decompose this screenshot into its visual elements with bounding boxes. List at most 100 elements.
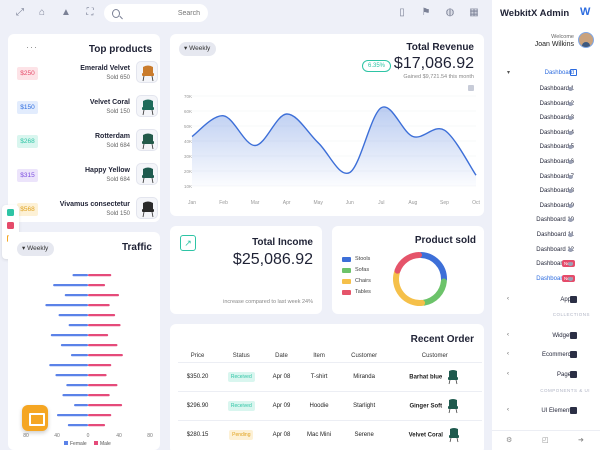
- table-header[interactable]: Status: [232, 352, 250, 359]
- nav-dashboard-label: Dashboard: [544, 70, 574, 76]
- traffic-weekly-dropdown[interactable]: ▾ Weekly: [17, 242, 55, 256]
- sidebar-item-dashboard[interactable]: Dashboard 5: [492, 141, 600, 154]
- sidebar-item-dashboard[interactable]: Dashboard 12: [492, 244, 600, 257]
- settings-icon[interactable]: ⚙: [506, 437, 513, 444]
- traffic-bar-female: [58, 314, 88, 317]
- product-row[interactable]: $568 Vivamus consectetur Sold 150: [8, 194, 168, 224]
- traffic-bar-female: [53, 284, 88, 287]
- floating-action-button[interactable]: [22, 405, 48, 431]
- avatar[interactable]: [578, 32, 594, 48]
- grid-icon[interactable]: ▦: [469, 7, 479, 18]
- section-label: COLLECTIONS: [552, 312, 590, 317]
- traffic-bar-male: [88, 274, 112, 277]
- revenue-title: Total Revenue: [406, 42, 474, 53]
- chair-icon: [448, 398, 459, 413]
- more-icon[interactable]: ···: [26, 42, 38, 52]
- chair-icon: [142, 65, 154, 82]
- lock-icon[interactable]: ◰: [542, 437, 549, 444]
- table-row[interactable]: $296.90 Received Apr 09 Hoodie Starlight Ging…: [178, 390, 482, 420]
- revenue-weekly-dropdown[interactable]: ▾ Weekly: [179, 42, 217, 56]
- eye-icon: [568, 262, 573, 267]
- top-products-title: Top products: [88, 44, 152, 55]
- eye-icon: [568, 189, 573, 194]
- legend-swatch: [342, 256, 351, 262]
- revenue-xtick: Jan: [188, 200, 196, 206]
- dashboard-icon: [570, 69, 577, 76]
- search-box[interactable]: [104, 4, 208, 22]
- sidebar-item-dashboard[interactable]: Dashboard 4: [492, 127, 600, 140]
- table-header[interactable]: Customer: [351, 352, 378, 359]
- product-row[interactable]: $315 Happy Yellow Sold 684: [8, 160, 168, 190]
- product-name: Happy Yellow: [85, 167, 130, 174]
- revenue-xtick: Apr: [283, 200, 291, 206]
- sidebar-item-label: Dashboard 14: [536, 275, 574, 282]
- bell-icon[interactable]: ▲: [61, 7, 71, 18]
- order-price: $350.20: [178, 361, 218, 391]
- product-row[interactable]: $250 Emerald Velvet Sold 650: [8, 58, 168, 88]
- product-row[interactable]: $150 Velvet Coral Sold 150: [8, 92, 168, 122]
- chair-icon: [142, 99, 154, 116]
- nav-label: Apps: [560, 297, 574, 303]
- clipboard-icon[interactable]: ▯: [399, 7, 405, 18]
- side-tool-calendar-icon[interactable]: [7, 222, 14, 229]
- globe-icon[interactable]: ◍: [445, 7, 455, 18]
- sidebar-item-dashboard[interactable]: Dashboard 11: [492, 229, 600, 242]
- nav-dashboard[interactable]: ▾ Dashboard: [492, 65, 600, 81]
- sidebar-item-dashboard[interactable]: Dashboard 9: [492, 200, 600, 213]
- product-row[interactable]: $268 Rotterdam Sold 684: [8, 126, 168, 156]
- side-tool-card-icon[interactable]: [7, 209, 14, 216]
- flag-icon[interactable]: ⚑: [421, 7, 431, 18]
- legend-swatch: [342, 289, 351, 295]
- table-row[interactable]: $350.20 Received Apr 08 T-shirt Miranda Barha…: [178, 361, 482, 391]
- legend-label: Stools: [355, 256, 371, 262]
- nav-widgets[interactable]: ‹ Widgets: [492, 328, 600, 344]
- product-name: Velvet Coral: [89, 99, 130, 106]
- fullscreen-icon[interactable]: ⛶: [86, 7, 94, 18]
- logout-icon[interactable]: ➜: [578, 437, 584, 444]
- nav-ecommerce[interactable]: ‹ Ecommerce: [492, 347, 600, 363]
- sidebar-footer: ⚙ ◰ ➜: [492, 430, 600, 450]
- order-customer-product: Barhat blue: [387, 361, 482, 391]
- traffic-legend-label: Female: [70, 441, 87, 447]
- traffic-legend-swatch: [64, 441, 68, 445]
- sidebar-item-dashboard[interactable]: Dashboard 2: [492, 98, 600, 111]
- sidebar-item-dashboard[interactable]: Dashboard 13New: [492, 258, 600, 271]
- chevron-left-icon: ‹: [507, 296, 509, 302]
- nav-label: Widgets: [552, 333, 574, 339]
- sidebar-item-label: Dashboard 2: [539, 100, 574, 107]
- revenue-ytick: 70K: [184, 94, 192, 99]
- table-row[interactable]: $280.15 Pending Apr 08 Mac Mini Serene Velvet…: [178, 419, 482, 449]
- chair-thumbnail: [136, 197, 158, 219]
- table-header[interactable]: Date: [275, 352, 288, 359]
- table-header[interactable]: Price: [190, 352, 205, 359]
- sidebar-item-dashboard[interactable]: Dashboard 7: [492, 171, 600, 184]
- sidebar-item-label: Dashboard 3: [539, 115, 574, 122]
- donut-slice-tables: [394, 252, 423, 274]
- pages-icon: [570, 371, 577, 378]
- nav-pages[interactable]: ‹ Pages: [492, 367, 600, 383]
- expand-icon[interactable]: ⤢: [16, 7, 24, 18]
- nav-apps[interactable]: ‹ Apps: [492, 292, 600, 308]
- revenue-menu-icon[interactable]: [468, 85, 474, 91]
- revenue-xtick: Feb: [219, 200, 228, 206]
- table-header[interactable]: Item: [313, 352, 325, 359]
- sidebar-item-dashboard[interactable]: Dashboard 6: [492, 156, 600, 169]
- sidebar-item-dashboard[interactable]: Dashboard 8: [492, 185, 600, 198]
- chair-icon: [142, 201, 154, 218]
- eye-icon: [568, 276, 573, 281]
- sidebar-item-dashboard[interactable]: Dashboard 14New: [492, 273, 600, 286]
- order-customer-product: Velvet Coral: [387, 419, 482, 449]
- sidebar-item-dashboard[interactable]: Dashboard 10: [492, 214, 600, 227]
- revenue-filter-label: Weekly: [189, 45, 211, 52]
- chair-thumbnail: [136, 95, 158, 117]
- nav-ui-elements[interactable]: ‹ UI Elements: [492, 403, 600, 419]
- sidebar-item-dashboard[interactable]: Dashboard 3: [492, 112, 600, 125]
- search-input[interactable]: [126, 9, 200, 17]
- sidebar-item-dashboard[interactable]: Dashboard 1: [492, 83, 600, 96]
- user-icon[interactable]: ⌂: [38, 7, 46, 18]
- sidebar-item-label: Dashboard 4: [539, 129, 574, 136]
- chevron-left-icon: ‹: [507, 332, 509, 338]
- table-header[interactable]: Customer: [421, 352, 448, 359]
- sidebar-item-label: Dashboard 1: [539, 86, 574, 92]
- eye-icon: [568, 174, 573, 179]
